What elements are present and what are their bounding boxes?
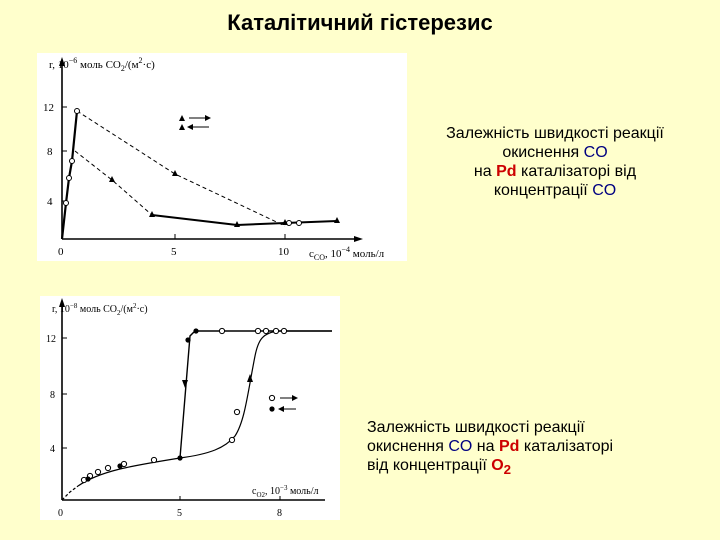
point-open — [262, 327, 270, 335]
caption2-text: каталізаторі — [519, 438, 614, 455]
arrow-up — [247, 374, 253, 382]
y-tick-label-4: 4 — [47, 196, 53, 208]
page-title: Каталітичний гістерезис — [227, 10, 493, 35]
y-axis-arrow — [59, 298, 65, 307]
x-tick-label-10: 10 — [278, 246, 290, 258]
point-filled — [85, 476, 91, 482]
legend-triangle — [179, 115, 185, 121]
curve-extinction — [151, 214, 338, 227]
legend-arrow-head — [187, 124, 193, 130]
point-open — [280, 327, 288, 335]
curve-forward — [77, 330, 332, 487]
legend-arrow-head — [292, 395, 298, 401]
legend-arrow-head — [205, 115, 211, 121]
y-tick-label-4: 4 — [50, 444, 55, 455]
point-open — [69, 158, 75, 164]
legend-arrow-head — [278, 406, 284, 412]
curve-ignition — [60, 110, 79, 240]
point-filled — [117, 463, 123, 469]
point-filled — [193, 328, 199, 334]
caption2-line2: окиснення CO на Pd каталізаторі — [367, 437, 697, 456]
point-triangle — [334, 217, 340, 223]
caption1-line2: окиснення CO — [425, 143, 685, 162]
y-tick-label-12: 12 — [46, 334, 56, 345]
caption1-line1: Залежність швидкості реакції — [446, 125, 664, 142]
legend-filled-circle — [269, 406, 275, 412]
caption2-line3: від концентрації O2 — [367, 456, 697, 479]
point-filled — [185, 337, 191, 343]
chart1-legend — [179, 115, 211, 130]
point-triangle — [149, 211, 155, 217]
caption1-line4: концентрації CO — [425, 181, 685, 200]
chart-o2-hysteresis: 4 8 12 0 5 8 r, 10−8 моль CO2/(м2·с) cO2… — [40, 296, 340, 520]
caption2-o2: O2 — [491, 457, 512, 478]
point-open — [150, 456, 158, 464]
point-open — [218, 327, 226, 335]
caption1-text: окиснення — [502, 144, 584, 161]
y-tick-label-12: 12 — [43, 102, 54, 114]
point-triangle — [109, 176, 115, 182]
x-tick-label-5: 5 — [171, 246, 177, 258]
chart-o2-svg: 4 8 12 0 5 8 r, 10−8 моль CO2/(м2·с) cO2… — [46, 298, 332, 519]
caption2-text: від концентрації — [367, 457, 492, 474]
legend-open-circle — [268, 394, 276, 402]
caption2-pd: Pd — [498, 438, 520, 455]
point-open — [254, 327, 262, 335]
chart-co-hysteresis: 4 8 12 0 5 10 r, 10−6 моль CO2/(м2·с) cC… — [37, 53, 407, 261]
y-axis-label: r, 10−8 моль CO2/(м2·с) — [52, 302, 148, 317]
caption1-text: концентрації — [493, 182, 593, 199]
y-axis-label: r, 10−6 моль CO2/(м2·с) — [49, 56, 155, 73]
caption1-text: на — [473, 163, 497, 180]
point-open — [296, 220, 302, 226]
point-open — [104, 464, 112, 472]
x-tick-label-8: 8 — [277, 508, 282, 519]
caption2-o2-symbol: O — [491, 457, 504, 474]
caption1-text: каталізаторі від — [516, 163, 637, 180]
chart-co-svg: 4 8 12 0 5 10 r, 10−6 моль CO2/(м2·с) cC… — [43, 56, 385, 261]
point-triangle — [234, 221, 240, 227]
y-axis-arrow — [59, 57, 65, 66]
curve-start-dashed — [61, 485, 79, 501]
caption1-co: CO — [592, 182, 617, 199]
caption2-text: на — [472, 438, 499, 455]
x-axis-label: cO2, 10−3 моль/л — [252, 484, 318, 499]
caption1-pd: Pd — [496, 163, 517, 180]
point-triangle — [282, 219, 288, 225]
caption1-line3: на Pd каталізаторі від — [425, 162, 685, 181]
point-filled — [177, 455, 183, 461]
chart2-legend — [268, 394, 298, 412]
point-open — [63, 200, 69, 206]
legend-triangle — [179, 124, 185, 130]
point-open — [66, 175, 72, 181]
y-tick-label-8: 8 — [47, 146, 53, 158]
caption2-line1: Залежність швидкості реакції — [367, 419, 585, 436]
curve-dashed-upper — [76, 110, 286, 227]
arrow-down — [182, 380, 188, 388]
caption-co: Залежність швидкості реакції окиснення C… — [425, 124, 685, 200]
point-open — [272, 327, 280, 335]
x-tick-label-0: 0 — [58, 508, 63, 519]
x-tick-label-0: 0 — [58, 246, 64, 258]
caption2-o2-subscript: 2 — [503, 462, 512, 478]
point-open — [228, 436, 236, 444]
x-axis-label: cCO, 10−4 моль/л — [309, 245, 385, 261]
point-open — [74, 108, 80, 114]
x-axis-arrow — [354, 236, 363, 242]
caption-o2: Залежність швидкості реакції окиснення C… — [367, 418, 697, 479]
point-triangle — [172, 170, 178, 176]
x-tick-label-5: 5 — [177, 508, 182, 519]
point-open — [94, 468, 102, 476]
caption1-co: CO — [583, 144, 608, 161]
caption2-co: CO — [448, 438, 473, 455]
caption2-text: окиснення — [367, 438, 449, 455]
point-open — [233, 408, 241, 416]
y-tick-label-8: 8 — [50, 390, 55, 401]
curve-dashed-lower — [74, 150, 153, 216]
